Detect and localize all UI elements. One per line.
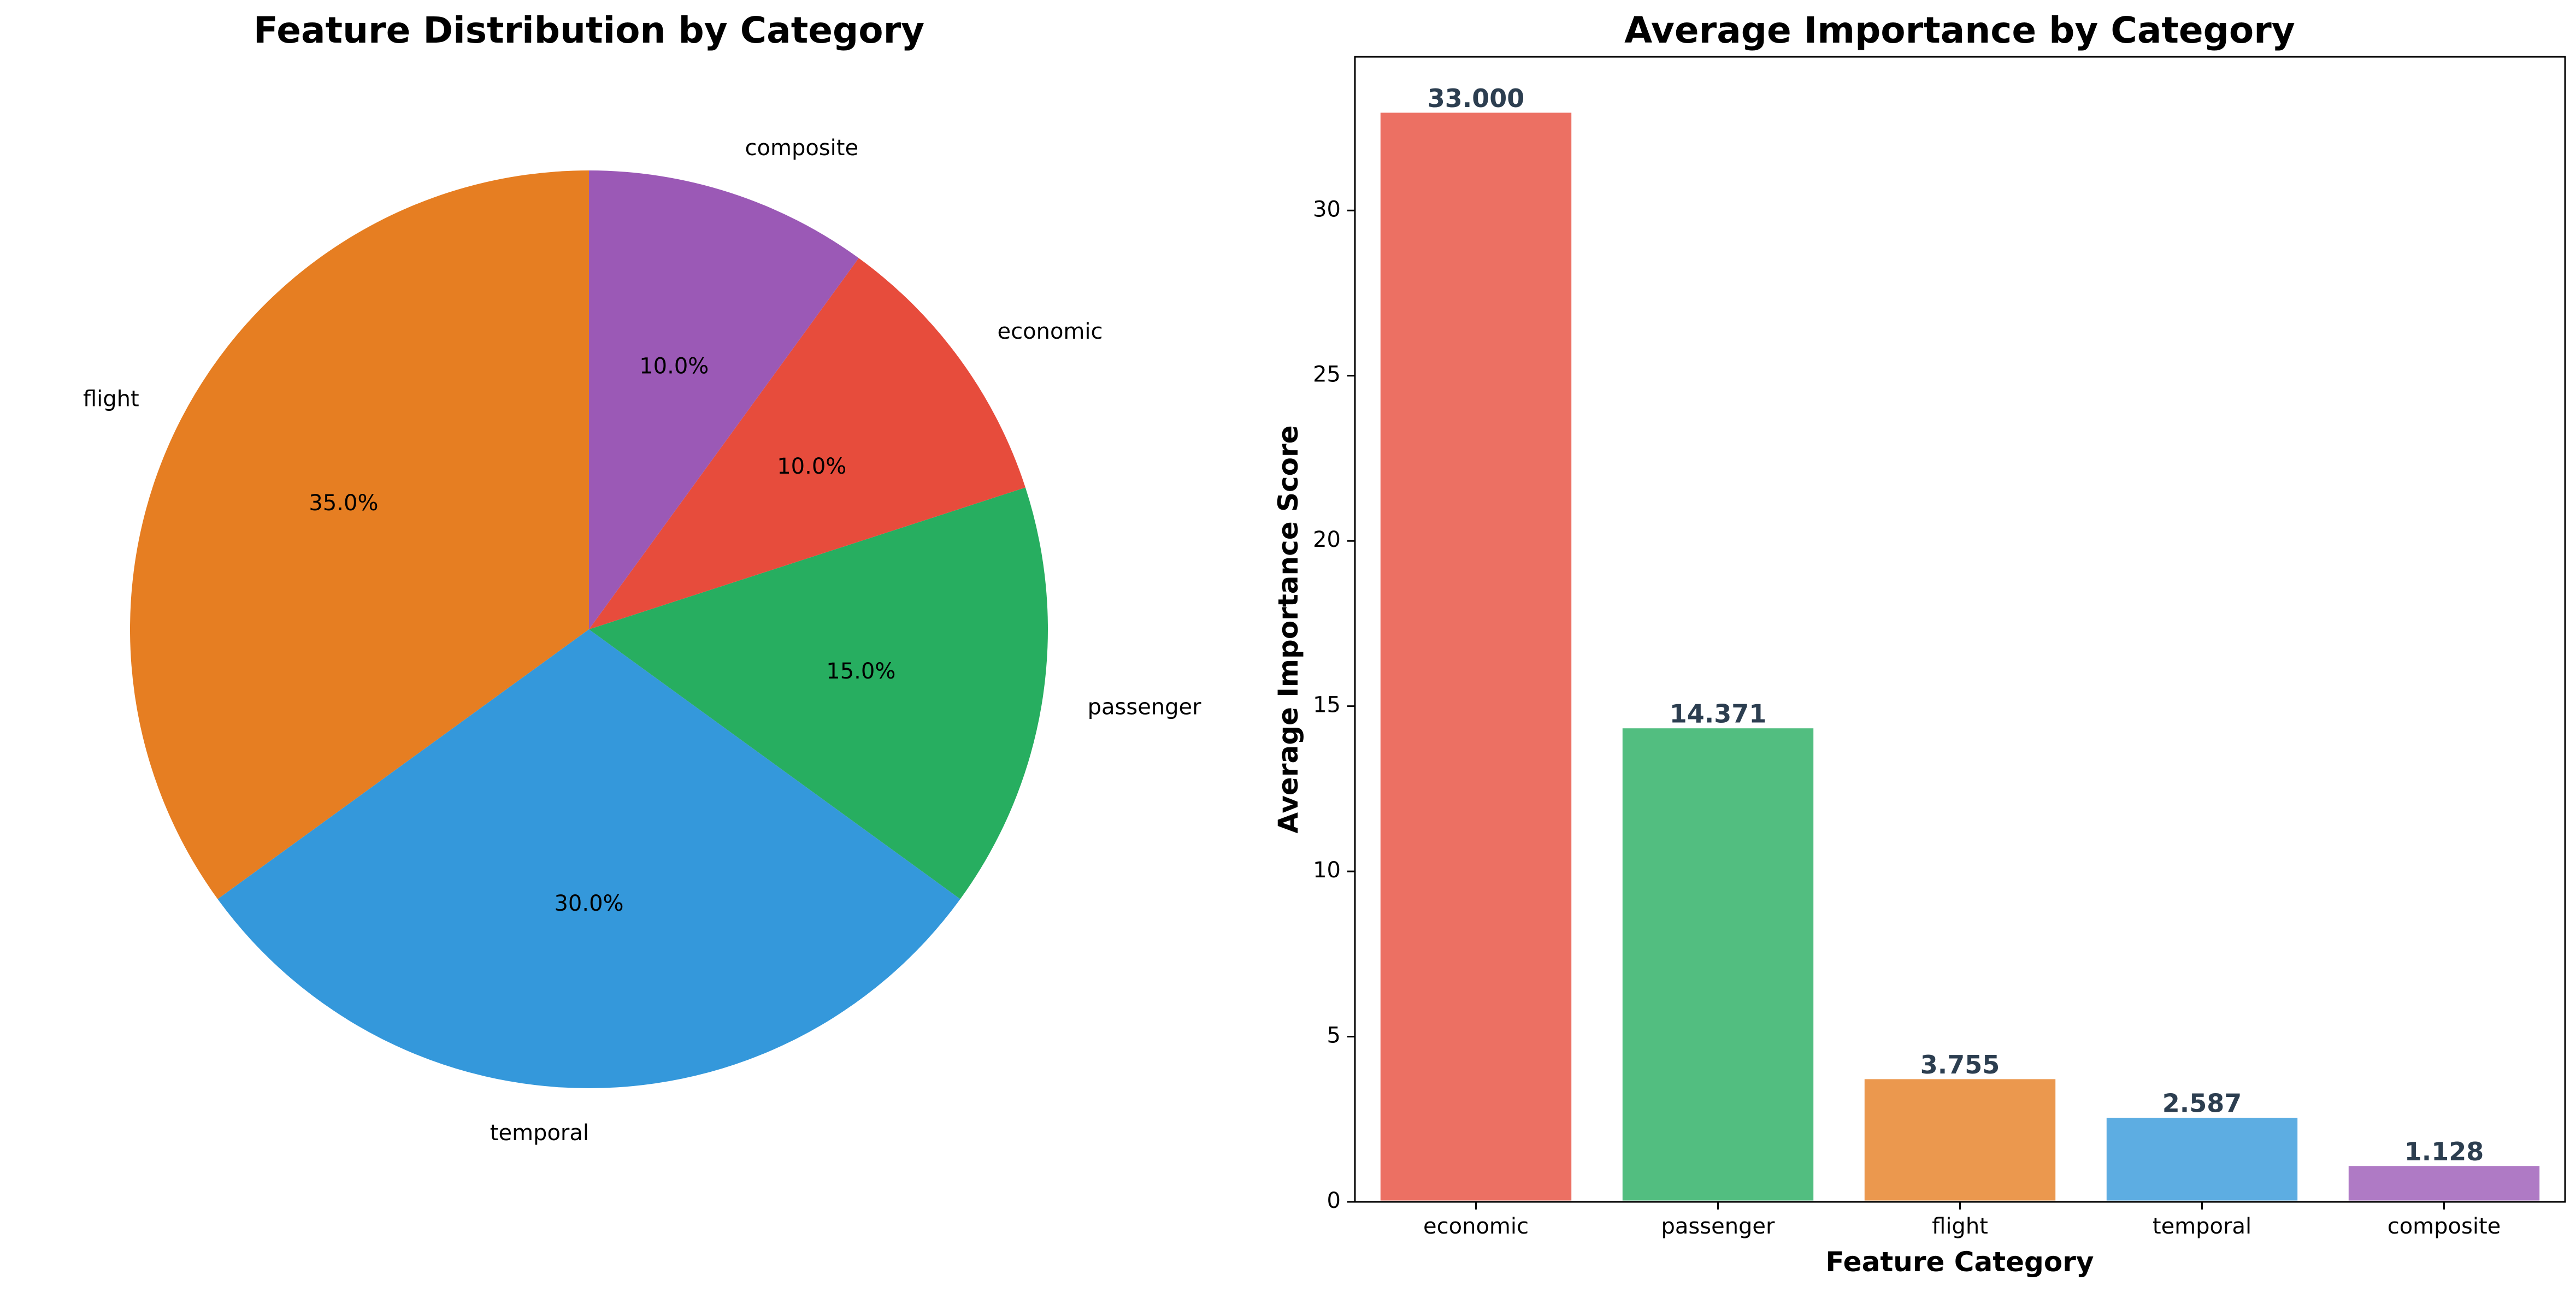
y-tick-label-15: 15 — [1313, 693, 1341, 718]
bar-value-labels: 33.000 14.371 3.755 2.587 1.128 — [1428, 84, 2484, 1166]
pie-label-temporal: temporal — [490, 1120, 589, 1146]
x-axis-ticks: economic passenger flight temporal composite — [1423, 1202, 2501, 1239]
bar-bars — [1377, 110, 2543, 1203]
bar-economic — [1377, 110, 1575, 1203]
x-tick-label-passenger: passenger — [1661, 1214, 1776, 1239]
pie-percent-passenger: 15.0% — [826, 659, 895, 684]
x-tick-label-flight: flight — [1932, 1214, 1988, 1239]
pie-slice-composite — [589, 170, 859, 629]
bar-value-label-composite: 1.128 — [2404, 1137, 2484, 1166]
x-axis-label: Feature Category — [1826, 1246, 2094, 1278]
bar-value-label-temporal: 2.587 — [2162, 1089, 2242, 1118]
pie-percent-composite: 10.0% — [639, 354, 709, 379]
bar-value-label-passenger: 14.371 — [1670, 699, 1767, 729]
pie-percent-economic: 10.0% — [777, 454, 846, 479]
pie-slices — [129, 170, 1048, 1089]
y-tick-label-20: 20 — [1313, 527, 1341, 552]
pie-chart-title: Feature Distribution by Category — [254, 9, 924, 51]
pie-labels: flight 35.0% temporal 30.0% passenger 15.0% ec… — [83, 135, 1201, 1146]
y-tick-label-10: 10 — [1313, 858, 1341, 883]
bar-value-label-economic: 33.000 — [1428, 84, 1525, 113]
bar-value-label-flight: 3.755 — [1920, 1050, 2000, 1079]
y-tick-label-30: 30 — [1313, 197, 1341, 222]
plot-frame — [1354, 56, 2566, 1203]
pie-label-economic: economic — [998, 319, 1103, 344]
pie-label-passenger: passenger — [1088, 695, 1202, 720]
pie-percent-flight: 35.0% — [309, 491, 378, 516]
bar-passenger — [1619, 725, 1817, 1203]
pie-slice-flight — [129, 170, 590, 899]
y-tick-label-25: 25 — [1313, 362, 1341, 387]
y-tick-label-0: 0 — [1327, 1188, 1341, 1213]
x-tick-label-composite: composite — [2388, 1214, 2501, 1239]
bar-composite — [2345, 1163, 2543, 1203]
pie-chart: Feature Distribution by Category flight 3… — [83, 9, 1201, 1146]
x-tick-label-temporal: temporal — [2153, 1214, 2251, 1239]
y-axis-label: Average Importance Score — [1272, 425, 1304, 833]
bar-chart: Average Importance by Category 33.000 14.… — [1272, 9, 2566, 1278]
pie-label-composite: composite — [745, 135, 859, 161]
pie-label-flight: flight — [83, 387, 139, 412]
y-axis-ticks: 0 5 10 15 20 25 30 — [1313, 197, 1355, 1213]
pie-slice-passenger — [589, 487, 1048, 899]
pie-slice-temporal — [217, 629, 960, 1089]
pie-percent-temporal: 30.0% — [554, 891, 623, 916]
pie-slice-economic — [589, 258, 1025, 629]
bar-chart-title: Average Importance by Category — [1624, 9, 2295, 51]
bar-flight — [1861, 1076, 2059, 1203]
bar-temporal — [2103, 1115, 2301, 1203]
x-tick-label-economic: economic — [1423, 1214, 1529, 1239]
y-tick-label-5: 5 — [1327, 1023, 1341, 1048]
